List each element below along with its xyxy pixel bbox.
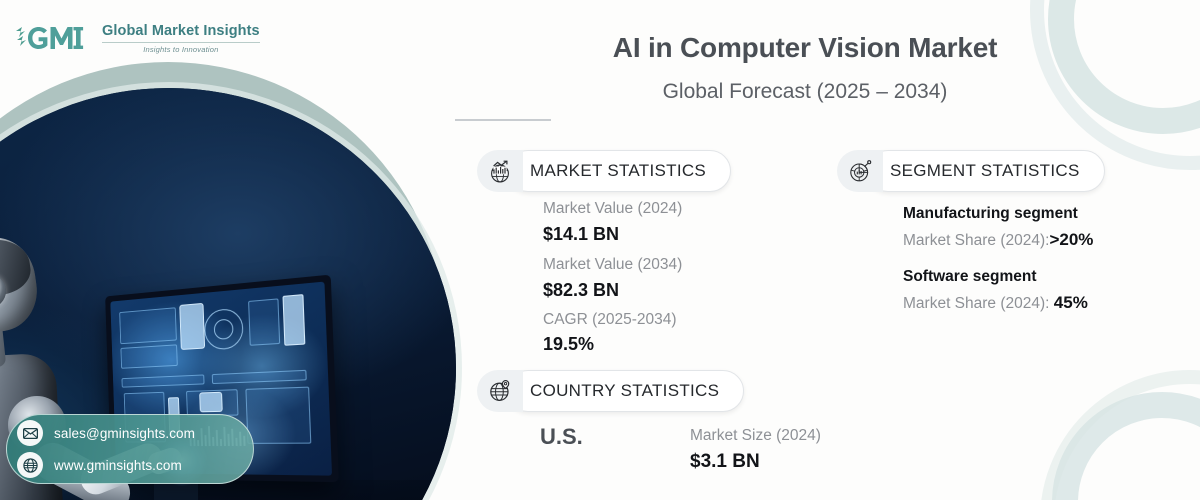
segment-share-1: Market Share (2024): 45% — [903, 293, 1088, 313]
gmi-logo-icon — [14, 22, 94, 56]
page-title: AI in Computer Vision Market — [612, 32, 998, 63]
segment-name-1: Software segment — [903, 268, 1037, 285]
logo-tagline: Insights to Innovation — [143, 45, 219, 55]
segment-statistics-label: SEGMENT STATISTICS — [867, 150, 1105, 192]
segment-name-0: Manufacturing segment — [903, 205, 1078, 222]
market-stat-label-0: Market Value (2024) — [543, 200, 683, 217]
market-statistics-header: MARKET STATISTICS — [477, 150, 732, 192]
contact-website-text: www.gminsights.com — [54, 457, 182, 473]
content-area: AI in Computer Vision Market Global Fore… — [455, 0, 1200, 500]
contact-website-row[interactable]: www.gminsights.com — [17, 452, 253, 478]
market-stat-label-1: Market Value (2034) — [543, 256, 683, 273]
globe-pin-icon — [477, 370, 523, 412]
contact-pill: sales@gminsights.com www.gminsights.com — [6, 414, 254, 484]
logo-divider — [102, 42, 260, 44]
segment-share-label-0: Market Share (2024): — [903, 232, 1050, 249]
country-name: U.S. — [540, 424, 583, 449]
contact-email-row[interactable]: sales@gminsights.com — [17, 420, 253, 446]
market-stat-value-0: $14.1 BN — [543, 224, 620, 244]
segment-share-0: Market Share (2024):>20% — [903, 230, 1093, 250]
market-statistics-label: MARKET STATISTICS — [507, 150, 732, 192]
country-stat-value: $3.1 BN — [690, 451, 760, 472]
country-statistics-header: COUNTRY STATISTICS — [477, 370, 745, 412]
market-stat-label-2: CAGR (2025-2034) — [543, 311, 677, 328]
segment-share-label-1: Market Share (2024): — [903, 295, 1050, 312]
market-stat-value-1: $82.3 BN — [543, 280, 620, 300]
hero-image-region: sales@gminsights.com www.gminsights.com — [0, 0, 470, 500]
country-stat-label: Market Size (2024) — [690, 427, 821, 444]
envelope-icon — [17, 420, 43, 446]
logo-company-name: Global Market Insights — [102, 22, 260, 39]
segment-share-value-0: >20% — [1049, 230, 1094, 249]
segment-share-value-1: 45% — [1053, 293, 1088, 312]
page-subtitle: Global Forecast (2025 – 2034) — [662, 80, 948, 103]
market-stat-value-2: 19.5% — [543, 334, 595, 354]
globe-bar-chart-icon — [477, 150, 523, 192]
globe-icon — [17, 452, 43, 478]
donut-chart-icon — [837, 150, 883, 192]
country-statistics-label: COUNTRY STATISTICS — [507, 370, 745, 412]
contact-email-text: sales@gminsights.com — [54, 425, 196, 441]
gmi-logo[interactable]: Global Market Insights Insights to Innov… — [14, 22, 260, 56]
title-divider — [455, 119, 551, 121]
segment-statistics-header: SEGMENT STATISTICS — [837, 150, 1105, 192]
